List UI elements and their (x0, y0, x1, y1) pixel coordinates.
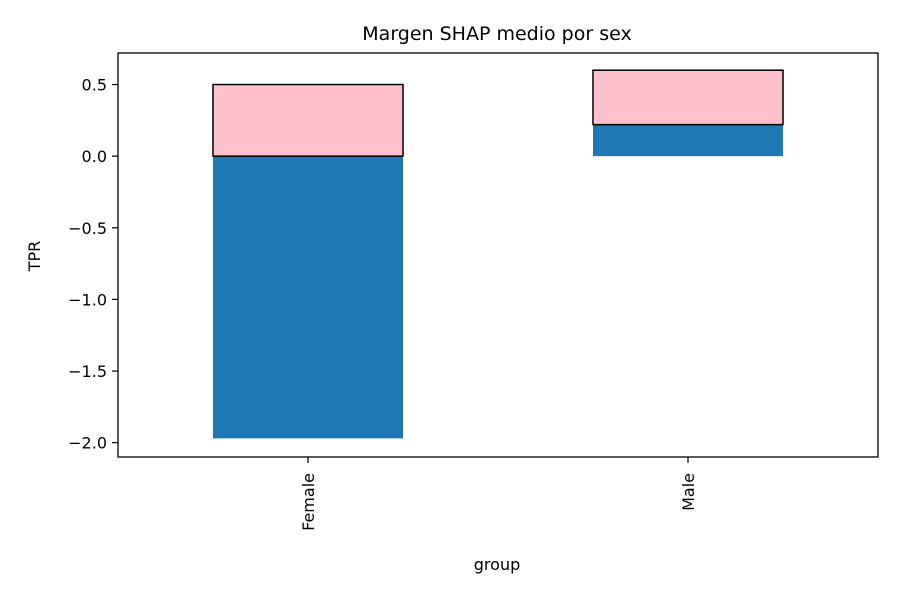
x-axis: Female Male (299, 457, 698, 531)
bar-male-series-2 (592, 69, 784, 126)
y-tick-label: −1.0 (68, 290, 107, 309)
y-tick-label: −2.0 (68, 434, 107, 453)
chart-title: Margen SHAP medio por sex (362, 23, 631, 45)
x-tick-label: Male (679, 473, 698, 511)
y-axis: 0.5 0.0 −0.5 −1.0 −1.5 −2.0 (68, 76, 118, 453)
x-tick-label: Female (299, 473, 318, 531)
bar-female-series-2 (212, 83, 404, 157)
y-tick-label: −1.5 (68, 362, 107, 381)
y-tick-label: 0.5 (82, 76, 107, 95)
y-axis-label: TPR (25, 241, 44, 273)
bar-male-series-1 (593, 124, 783, 157)
plot-frame (117, 52, 879, 458)
plot-marks (212, 69, 784, 439)
x-axis-label: group (474, 555, 520, 574)
y-tick-label: −0.5 (68, 219, 107, 238)
y-tick-label: 0.0 (82, 147, 107, 166)
bar-female-series-1 (213, 156, 403, 439)
